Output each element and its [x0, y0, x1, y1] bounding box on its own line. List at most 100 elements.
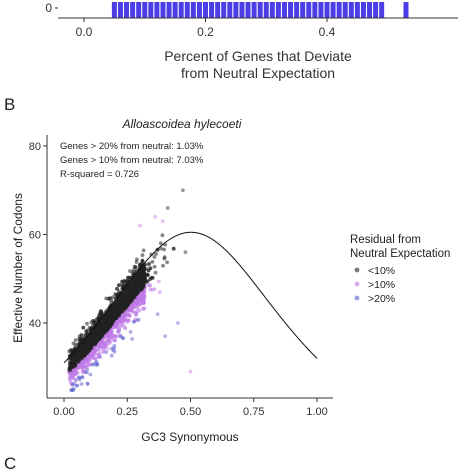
panel-b-point [93, 356, 97, 361]
panel-a-bar [336, 2, 342, 18]
panel-a-bar [184, 2, 190, 18]
panel-b-point [96, 327, 101, 332]
panel-b-point [152, 264, 157, 269]
panel-b-point [126, 275, 130, 280]
panel-a-bar [312, 2, 318, 18]
panel-b-point [133, 300, 138, 305]
panel-b-x-ticks: 0.00 0.25 0.50 0.75 1.00 [53, 398, 328, 418]
panel-a-bar [403, 2, 409, 18]
panel-b-point [110, 308, 114, 313]
panel-a-bar [160, 2, 166, 18]
panel-a-histogram: 0 0.0 0.2 0.4 Percent of Genes that Deviat… [45, 1, 458, 81]
panel-a-bar [209, 2, 215, 18]
panel-b-point [83, 352, 87, 357]
panel-b-point [94, 334, 99, 339]
panel-label-b: B [4, 95, 15, 114]
panel-b-point [79, 382, 84, 386]
panel-b-point [69, 381, 74, 385]
panel-b-annotation-3: R-squared = 0.726 [60, 169, 139, 180]
panel-b-point [149, 252, 154, 257]
panel-a-bar [379, 2, 385, 18]
panel-b-point [113, 338, 117, 343]
panel-b-point [117, 333, 122, 337]
panel-b-point [162, 256, 167, 261]
panel-b-point [162, 247, 167, 252]
panel-a-bar [215, 2, 221, 18]
panel-b-point [113, 292, 118, 296]
panel-b-point [136, 274, 141, 279]
panel-b-annotation-1: Genes > 20% from neutral: 1.03% [60, 141, 204, 152]
panel-b-point [119, 319, 124, 323]
panel-b-point [175, 321, 180, 325]
panel-a-xlabel-line2: from Neutral Expectation [181, 65, 335, 81]
panel-b-point [137, 308, 142, 313]
panel-b-point [140, 259, 145, 263]
panel-b-point [152, 255, 157, 259]
panel-a-bar [324, 2, 330, 18]
panel-b-point [73, 362, 78, 366]
panel-b-point [86, 345, 90, 350]
panel-b-ylabel: Effective Number of Codons [11, 193, 25, 343]
panel-a-bar [263, 2, 269, 18]
panel-b-point [130, 294, 135, 299]
panel-b-point [141, 272, 146, 277]
panel-b-point [165, 206, 170, 210]
panel-b-point [153, 214, 157, 219]
panel-a-bar [124, 2, 130, 18]
panel-b-point [110, 314, 115, 318]
panel-a-x-tick-label: 0.4 [319, 25, 336, 39]
panel-b-point [126, 302, 131, 307]
panel-b-point [131, 305, 136, 310]
legend-label: >10% [368, 279, 395, 291]
panel-b-point [126, 289, 131, 294]
panel-b-point [103, 318, 107, 323]
panel-b-point [160, 233, 165, 238]
panel-b-point [112, 349, 117, 354]
legend-key [354, 281, 360, 287]
panel-b-point [128, 330, 133, 334]
panel-b-point [128, 269, 132, 273]
panel-b-point [82, 341, 87, 346]
panel-b-point [150, 276, 155, 280]
panel-b-point [155, 312, 160, 317]
legend-title-line1: Residual from [350, 234, 421, 246]
panel-b-point [109, 346, 114, 351]
panel-b-point [85, 381, 90, 386]
panel-b-point [118, 310, 123, 315]
panel-b-title: Alloascoidea hylecoeti [122, 117, 242, 131]
panel-a-bar [111, 2, 117, 18]
panel-a-bar [190, 2, 196, 18]
panel-b-point [125, 318, 130, 323]
panel-b-point [146, 268, 151, 273]
panel-b-point [114, 315, 118, 320]
panel-b-y-tick-label: 40 [29, 318, 41, 330]
panel-a-bar [269, 2, 275, 18]
panel-b-point [139, 276, 144, 281]
panel-b-point [104, 322, 109, 327]
panel-b-point [131, 310, 136, 314]
panel-b-point [104, 334, 109, 339]
panel-a-bar [117, 2, 123, 18]
panel-a-bar [348, 2, 354, 18]
panel-b-point [141, 294, 146, 299]
panel-b-point [148, 287, 153, 292]
panel-b-point [161, 263, 165, 268]
panel-b-point [106, 325, 111, 330]
panel-a-bar [239, 2, 245, 18]
panel-b-point [116, 329, 120, 334]
legend-title-line2: Neutral Expectation [350, 248, 450, 260]
panel-b-point [142, 266, 146, 271]
panel-a-bar [142, 2, 148, 18]
panel-b-point [99, 333, 104, 338]
panel-b-point [157, 279, 161, 284]
panel-a-bar [251, 2, 257, 18]
panel-label-c: C [4, 454, 16, 473]
panel-b-point [140, 253, 145, 258]
panel-b-point [121, 336, 125, 340]
panel-a-xlabel-line1: Percent of Genes that Deviate [164, 48, 352, 64]
panel-b-point [160, 219, 165, 224]
panel-b-point [82, 345, 86, 350]
panel-a-x-tick-label: 0.2 [197, 25, 214, 39]
panel-b-point [81, 369, 86, 374]
